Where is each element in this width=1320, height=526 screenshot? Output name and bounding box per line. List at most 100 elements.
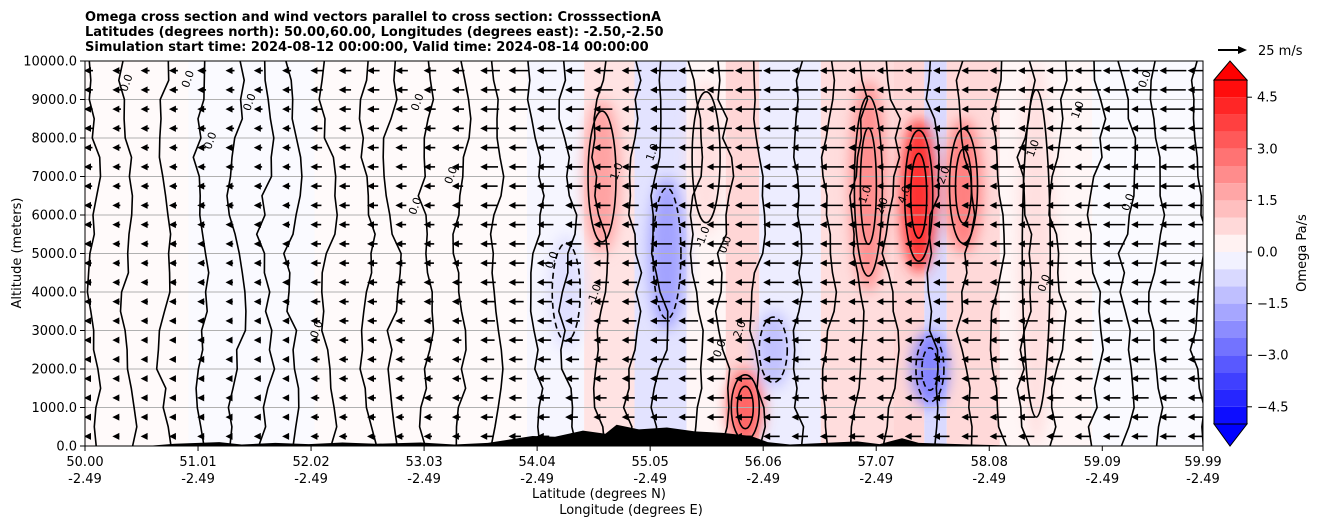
wind-vector-head	[1187, 432, 1195, 440]
wind-vector-head	[140, 432, 148, 440]
contour-line	[650, 61, 669, 446]
wind-vector-head	[310, 432, 318, 440]
wind-vector-head	[848, 259, 856, 267]
wind-vector-head	[933, 124, 940, 132]
wind-vector-head	[650, 355, 657, 363]
wind-vector-head	[791, 317, 799, 325]
wind-vector-head	[1102, 240, 1110, 248]
wind-vector-head	[282, 105, 290, 113]
wind-vector-head	[112, 394, 120, 402]
wind-vector-head	[1046, 336, 1054, 344]
wind-vector-head	[536, 375, 544, 383]
wind-vector-head	[480, 240, 488, 248]
wind-vector-head	[621, 182, 629, 190]
wind-vectors	[85, 67, 1203, 440]
contour-label: 0.0	[308, 319, 326, 340]
wind-vector-head	[1187, 336, 1195, 344]
wind-vector-head	[678, 124, 686, 132]
wind-vector-head	[338, 105, 346, 113]
y-tick-label: 4000.0	[32, 286, 78, 301]
wind-vector-head	[508, 432, 516, 440]
wind-vector-head	[989, 86, 997, 94]
contour-line	[358, 61, 378, 446]
wind-vector-head	[904, 259, 912, 267]
wind-vector-head	[1187, 221, 1195, 229]
wind-vector-head	[593, 394, 601, 402]
wind-vector-head	[140, 67, 148, 75]
wind-vector-head	[1131, 375, 1139, 383]
wind-vector-head	[593, 144, 601, 152]
wind-vector-head	[650, 124, 657, 132]
wind-vector-head	[168, 375, 176, 383]
contour-line	[192, 61, 210, 446]
wind-vector-head	[282, 355, 290, 363]
wind-vector-head	[451, 336, 459, 344]
wind-vector-head	[112, 105, 120, 113]
wind-vector-head	[85, 221, 91, 229]
contour-line	[318, 61, 339, 446]
wind-vector-head	[225, 278, 233, 286]
contour-label: 0.0	[408, 92, 426, 113]
wind-vector-head	[338, 317, 346, 325]
wind-vector-head	[168, 221, 176, 229]
contour-label: 0.0	[442, 165, 460, 186]
wind-vector-head	[480, 182, 488, 190]
wind-vector-head	[338, 124, 346, 132]
wind-vector-head	[1017, 240, 1025, 248]
wind-vector-head	[650, 317, 657, 325]
wind-vector-head	[112, 201, 120, 209]
x-tick-label-lat: 54.04	[519, 455, 556, 470]
wind-vector-head	[338, 86, 346, 94]
wind-vector-head	[650, 67, 657, 75]
wind-vector-head	[423, 182, 431, 190]
wind-vector-head	[1131, 67, 1139, 75]
wind-vector-head	[508, 201, 516, 209]
wind-vector-head	[678, 355, 686, 363]
colorbar-extend-max	[1212, 60, 1249, 81]
wind-vector-head	[112, 336, 120, 344]
wind-vector-head	[621, 298, 629, 306]
wind-vector-head	[1074, 394, 1082, 402]
colorbar-tick-label: 0.0	[1257, 246, 1278, 261]
wind-vector-head	[423, 201, 431, 209]
wind-vector-head	[961, 221, 969, 229]
wind-vector-head	[451, 67, 459, 75]
wind-vector-head	[338, 278, 346, 286]
wind-vector-head	[423, 413, 431, 421]
wind-vector-head	[848, 124, 856, 132]
wind-vector-head	[961, 182, 969, 190]
wind-vector-head	[819, 394, 827, 402]
wind-vector-head	[282, 259, 290, 267]
wind-vector-head	[961, 259, 969, 267]
wind-vector-head	[338, 240, 346, 248]
wind-vector-head	[1131, 355, 1139, 363]
wind-vector-head	[876, 240, 884, 248]
wind-vector-head	[678, 317, 686, 325]
wind-vector-head	[1074, 375, 1082, 383]
wind-vector-head	[650, 163, 657, 171]
wind-vector-head	[1159, 394, 1167, 402]
wind-vector-head	[1017, 413, 1025, 421]
wind-vector-head	[480, 124, 488, 132]
wind-vector-head	[1074, 182, 1082, 190]
wind-vector-head	[1046, 375, 1054, 383]
wind-vector-head	[1046, 298, 1054, 306]
wind-vector-head	[621, 124, 629, 132]
wind-vector-head	[451, 221, 459, 229]
wind-vector-head	[85, 124, 91, 132]
colorbar-band	[1214, 217, 1247, 235]
wind-vector-head	[650, 144, 657, 152]
wind-vector-head	[480, 144, 488, 152]
wind-vector-head	[848, 105, 856, 113]
colorbar-tick-label: −1.5	[1257, 297, 1289, 312]
wind-vector-head	[565, 67, 573, 75]
contour-loop	[758, 316, 789, 384]
wind-vector-head	[933, 221, 940, 229]
wind-vector-head	[565, 201, 573, 209]
colorbar-tick-label: 1.5	[1257, 194, 1278, 209]
wind-vector-head	[338, 144, 346, 152]
wind-vector-head	[1046, 355, 1054, 363]
contour-line	[557, 61, 578, 446]
wind-vector-head	[763, 298, 771, 306]
